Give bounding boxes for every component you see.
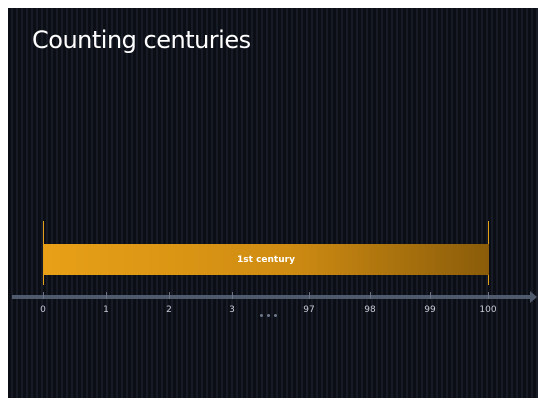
- gap-ellipsis-dot: [260, 314, 263, 317]
- slide-title: Counting centuries: [32, 26, 251, 54]
- tick-label: 100: [479, 305, 497, 315]
- axis-tick: [106, 292, 107, 299]
- century-span-label: 1st century: [237, 254, 295, 265]
- axis-tick: [43, 292, 44, 299]
- axis-tick: [232, 292, 233, 299]
- tick-label: 2: [166, 305, 172, 315]
- gap-ellipsis-dot: [274, 314, 277, 317]
- tick-label: 98: [364, 305, 376, 315]
- tick-label: 1: [103, 305, 109, 315]
- axis-tick: [370, 292, 371, 299]
- axis-tick: [488, 292, 489, 299]
- gap-ellipsis-dot: [267, 314, 270, 317]
- axis-tick: [430, 292, 431, 299]
- slide: Counting centuries 1st century 0 1 2 3 9…: [8, 8, 538, 398]
- tick-label: 0: [40, 305, 46, 315]
- century-span-bar: 1st century: [43, 244, 489, 275]
- tick-label: 99: [424, 305, 436, 315]
- tick-label: 3: [229, 305, 235, 315]
- axis-arrow-icon: [530, 291, 537, 303]
- timeline-axis: [12, 295, 533, 299]
- axis-tick: [169, 292, 170, 299]
- axis-tick: [309, 292, 310, 299]
- tick-label: 97: [303, 305, 315, 315]
